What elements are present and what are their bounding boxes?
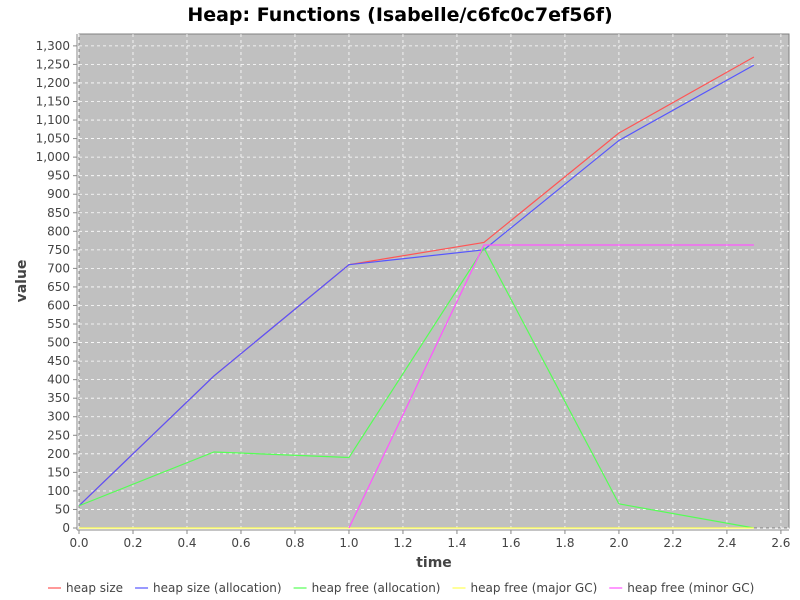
x-tick-label: 1.4: [447, 536, 466, 550]
x-tick-label: 1.8: [555, 536, 574, 550]
x-tick-label: 0.6: [231, 536, 250, 550]
y-tick-label: 1,200: [36, 76, 70, 90]
y-tick-label: 950: [47, 169, 70, 183]
plot-area: [78, 33, 790, 529]
y-tick-label: 600: [47, 298, 70, 312]
series-line-heap-free-allocation-: [78, 246, 755, 529]
y-tick-label: 200: [47, 447, 70, 461]
grid: [78, 34, 789, 529]
y-tick-label: 550: [47, 317, 70, 331]
x-axis-label: time: [416, 555, 452, 571]
legend: heap size heap size (allocation) heap free…: [48, 581, 754, 595]
x-tick-label: 2.4: [717, 536, 736, 550]
chart-title: Heap: Functions (Isabelle/c6fc0c7ef56f): [187, 4, 612, 26]
series-line-heap-free-minor-gc-: [348, 244, 754, 529]
x-tick-label: 0.8: [285, 536, 304, 550]
y-tick-label: 0: [62, 521, 70, 535]
y-tick-label: 750: [47, 243, 70, 257]
legend-label: heap free (allocation): [312, 581, 441, 595]
y-tick-label: 100: [47, 484, 70, 498]
y-tick-label: 800: [47, 224, 70, 238]
y-tick-label: 350: [47, 391, 70, 405]
y-tick-label: 1,300: [36, 39, 70, 53]
y-tick-label: 500: [47, 336, 70, 350]
y-tick-label: 1,000: [36, 150, 70, 164]
x-tick-label: 0.0: [69, 536, 88, 550]
y-tick-label: 900: [47, 187, 70, 201]
y-tick-label: 300: [47, 410, 70, 424]
y-tick-label: 50: [55, 502, 70, 516]
y-tick-label: 650: [47, 280, 70, 294]
x-tick-label: 1.6: [501, 536, 520, 550]
legend-label: heap free (major GC): [471, 581, 598, 595]
legend-label: heap free (minor GC): [627, 581, 754, 595]
y-tick-label: 1,050: [36, 132, 70, 146]
legend-label: heap size (allocation): [153, 581, 282, 595]
axis-ticks: 0.0 0.2 0.4 0.6 0.8 1.0 1.2 1.4 1.6 1.8 2.0 2.2 2.4 2…: [36, 34, 790, 550]
x-tick-label: 2.6: [771, 536, 790, 550]
legend-label: heap size: [66, 581, 123, 595]
y-axis-label: value: [14, 260, 30, 303]
y-tick-label: 150: [47, 465, 70, 479]
y-tick-label: 400: [47, 373, 70, 387]
x-tick-label: 2.0: [609, 536, 628, 550]
y-tick-label: 450: [47, 354, 70, 368]
y-tick-label: 250: [47, 428, 70, 442]
y-tick-label: 1,250: [36, 57, 70, 71]
x-tick-label: 0.4: [177, 536, 196, 550]
series-line-heap-size-allocation-: [78, 64, 755, 507]
y-tick-label: 700: [47, 261, 70, 275]
x-tick-label: 2.2: [663, 536, 682, 550]
y-tick-label: 850: [47, 206, 70, 220]
series-lines: [78, 56, 755, 529]
y-tick-label: 1,100: [36, 113, 70, 127]
x-tick-label: 0.2: [123, 536, 142, 550]
x-tick-label: 1.0: [339, 536, 358, 550]
x-tick-label: 1.2: [393, 536, 412, 550]
y-tick-label: 1,150: [36, 94, 70, 108]
